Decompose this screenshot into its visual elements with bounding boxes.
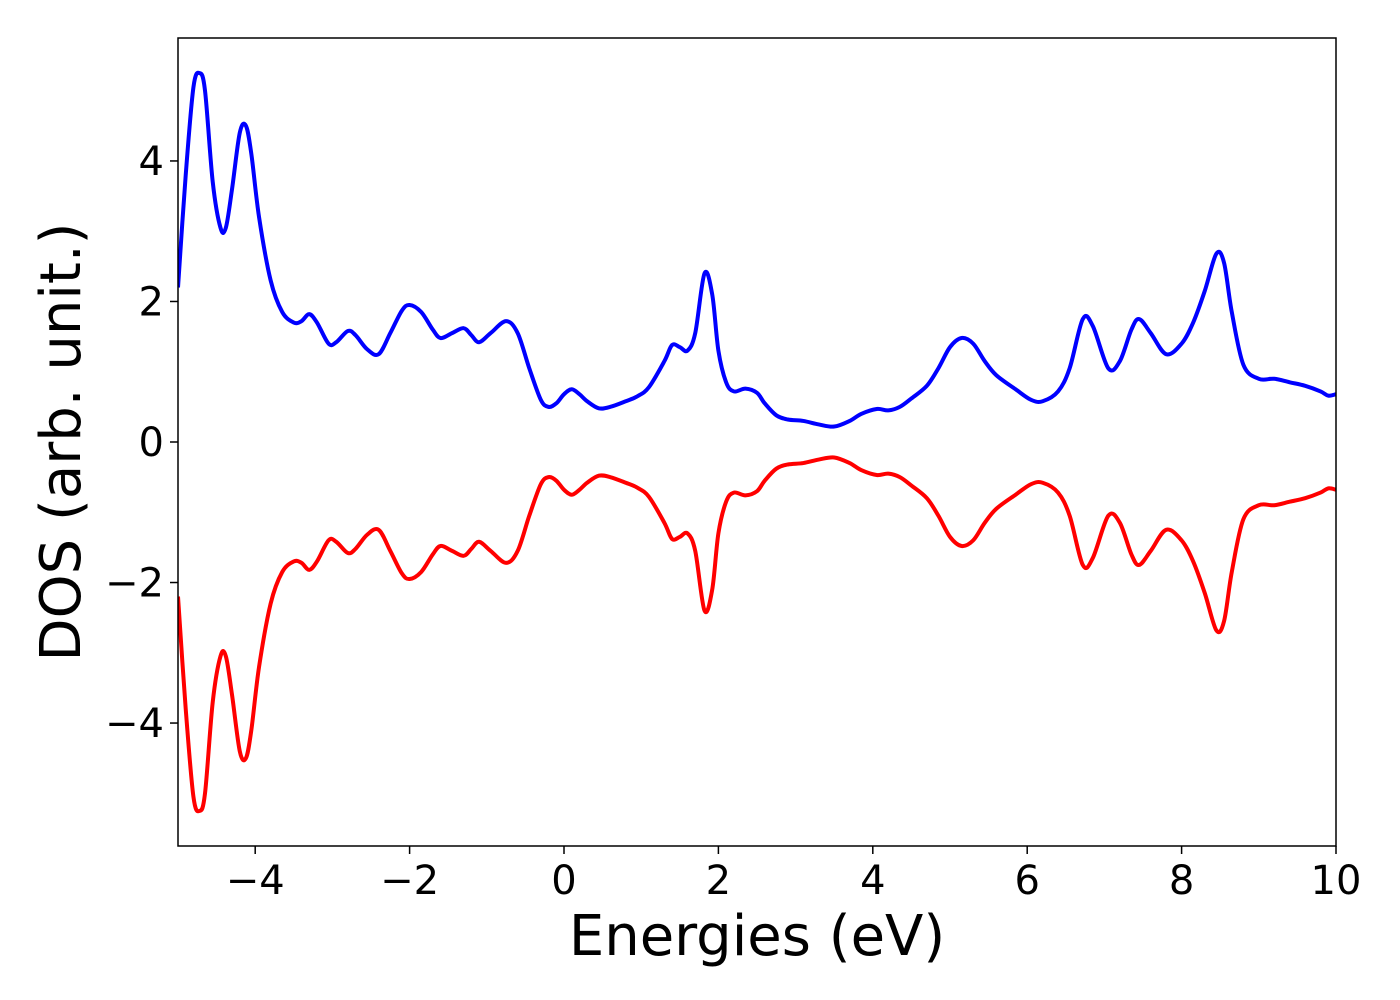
y-axis: −4 −2 0 2 4	[105, 139, 178, 747]
x-tick-label: 4	[860, 858, 885, 904]
x-axis-title: Energies (eV)	[569, 904, 945, 969]
x-tick-label: −4	[226, 858, 285, 904]
x-axis: −4 −2 0 2 4 6 8 10	[226, 846, 1362, 904]
y-tick-label: 0	[139, 420, 164, 466]
x-tick-label: 6	[1014, 858, 1039, 904]
series-line-red	[178, 455, 1336, 814]
x-tick-label: 8	[1169, 858, 1194, 904]
series-layer	[178, 70, 1336, 814]
y-axis-title: DOS (arb. unit.)	[29, 222, 94, 661]
y-tick-label: 2	[139, 279, 164, 325]
y-tick-label: −2	[105, 561, 164, 607]
x-tick-label: 2	[706, 858, 731, 904]
series-line-blue	[178, 70, 1336, 429]
x-tick-label: −2	[380, 858, 439, 904]
plot-frame	[177, 37, 1337, 847]
y-tick-label: −4	[105, 701, 164, 747]
x-tick-label: 10	[1311, 858, 1362, 904]
x-tick-label: 0	[551, 858, 576, 904]
y-tick-label: 4	[139, 139, 164, 185]
